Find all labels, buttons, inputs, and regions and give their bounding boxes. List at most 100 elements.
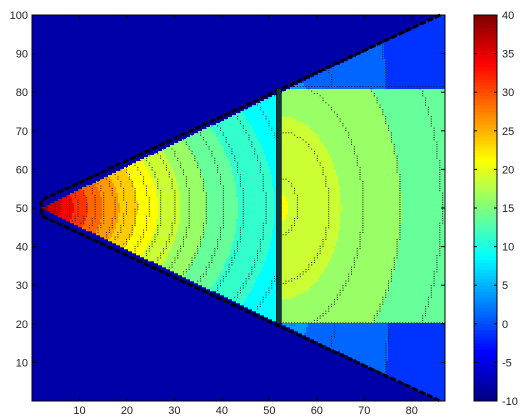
colorbar-tick-label: -5 xyxy=(502,357,512,369)
colorbar-swatch xyxy=(474,355,497,360)
colorbar-tick-label: 0 xyxy=(502,319,508,331)
colorbar-swatch xyxy=(474,365,497,370)
x-tick-label: 30 xyxy=(168,405,180,417)
colorbar-tick-label: 40 xyxy=(502,10,514,22)
colorbar-swatch xyxy=(474,330,497,334)
colorbar-swatch xyxy=(474,349,497,354)
colorbar-swatch xyxy=(474,233,497,238)
colorbar-swatch xyxy=(474,156,497,161)
colorbar-swatch xyxy=(474,111,497,116)
colorbar-swatch xyxy=(474,37,497,42)
colorbar-swatch xyxy=(474,188,497,193)
wedge-boundary xyxy=(39,13,441,403)
colorbar-swatch xyxy=(474,50,497,54)
colorbar-tick-label: 30 xyxy=(502,87,514,99)
colorbar-swatch xyxy=(474,384,497,389)
colorbar-swatch xyxy=(474,240,497,244)
x-tick-label: 50 xyxy=(263,405,275,417)
colorbar-swatch xyxy=(474,98,497,103)
x-tick-label: 60 xyxy=(311,405,323,417)
colorbar-swatch xyxy=(474,253,497,257)
colorbar-swatch xyxy=(474,114,497,119)
colorbar-swatch xyxy=(474,301,497,305)
colorbar-swatch xyxy=(474,333,497,338)
colorbar-swatch xyxy=(474,243,497,247)
colorbar-swatch xyxy=(474,63,497,67)
y-tick-label: 50 xyxy=(16,203,28,215)
colorbar-swatch xyxy=(474,15,497,19)
colorbar-swatch xyxy=(474,394,497,399)
colorbar-swatch xyxy=(474,182,497,186)
x-tick-label: 10 xyxy=(73,405,85,417)
colorbar-swatch xyxy=(474,150,497,154)
colorbar-swatch xyxy=(474,381,497,386)
y-axis: 10 20 30 40 50 60 70 80 90 100 xyxy=(10,10,445,369)
colorbar-swatch xyxy=(474,191,497,196)
colorbar-swatch xyxy=(474,76,497,80)
colorbar-swatch xyxy=(474,307,497,312)
colorbar-tick-label: 15 xyxy=(502,203,514,215)
colorbar-swatch xyxy=(474,201,497,206)
colorbar-swatch xyxy=(474,211,497,215)
colorbar-swatch xyxy=(474,298,497,302)
colorbar-swatch xyxy=(474,18,497,22)
colorbar-swatch xyxy=(474,56,497,61)
colorbar-swatch xyxy=(474,137,497,141)
colorbar-swatch xyxy=(474,24,497,29)
y-tick-label: 80 xyxy=(16,87,28,99)
colorbar-swatch xyxy=(474,375,497,379)
colorbar-swatch xyxy=(474,146,497,151)
colorbar-tick-label: -10 xyxy=(502,396,518,408)
colorbar-swatch xyxy=(474,310,497,315)
colorbar-swatch xyxy=(474,217,497,222)
colorbar-tick-label: 5 xyxy=(502,280,508,292)
colorbar-swatch xyxy=(474,314,497,318)
colorbar-swatch xyxy=(474,169,497,174)
colorbar-swatch xyxy=(474,256,497,260)
colorbar-tick-label: 25 xyxy=(502,126,514,138)
colorbar-swatch xyxy=(474,204,497,209)
colorbar-swatch xyxy=(474,198,497,202)
colorbar-swatch xyxy=(474,327,497,331)
colorbar-swatch xyxy=(474,214,497,219)
colorbar-swatch xyxy=(474,82,497,87)
colorbar-swatch xyxy=(474,208,497,212)
colorbar-swatch xyxy=(474,60,497,64)
colorbar-swatch xyxy=(474,346,497,350)
colorbar-gradient xyxy=(474,15,497,402)
colorbar-swatch xyxy=(474,27,497,32)
colorbar-swatch xyxy=(474,21,497,26)
colorbar-swatch xyxy=(474,172,497,177)
colorbar-swatch xyxy=(474,362,497,367)
colorbar-tick-label: 35 xyxy=(502,49,514,61)
colorbar-swatch xyxy=(474,40,497,45)
colorbar-swatch xyxy=(474,108,497,112)
colorbar-swatch xyxy=(474,359,497,363)
colorbar-swatch xyxy=(474,246,497,251)
colorbar-swatch xyxy=(474,352,497,357)
colorbar-swatch xyxy=(474,391,497,395)
colorbar-swatch xyxy=(474,31,497,35)
colorbar-swatch xyxy=(474,130,497,135)
colorbar-swatch xyxy=(474,397,497,402)
colorbar-swatch xyxy=(474,269,497,273)
colorbar-swatch xyxy=(474,72,497,77)
y-tick-label: 60 xyxy=(16,164,28,176)
colorbar-swatch xyxy=(474,259,497,264)
colorbar-swatch xyxy=(474,275,497,280)
colorbar-swatch xyxy=(474,127,497,132)
plot-area xyxy=(31,13,446,403)
colorbar-swatch xyxy=(474,53,497,58)
y-tick-label: 10 xyxy=(16,357,28,369)
colorbar-swatch xyxy=(474,166,497,170)
colorbar-swatch xyxy=(474,265,497,270)
colorbar-swatch xyxy=(474,368,497,373)
colorbar-swatch xyxy=(474,134,497,138)
y-tick-label: 90 xyxy=(16,49,28,61)
colorbar-swatch xyxy=(474,105,497,109)
colorbar-swatch xyxy=(474,323,497,328)
colorbar-swatch xyxy=(474,317,497,321)
colorbar-swatch xyxy=(474,304,497,309)
colorbar-swatch xyxy=(474,85,497,90)
colorbar-tick-label: 20 xyxy=(502,164,514,176)
